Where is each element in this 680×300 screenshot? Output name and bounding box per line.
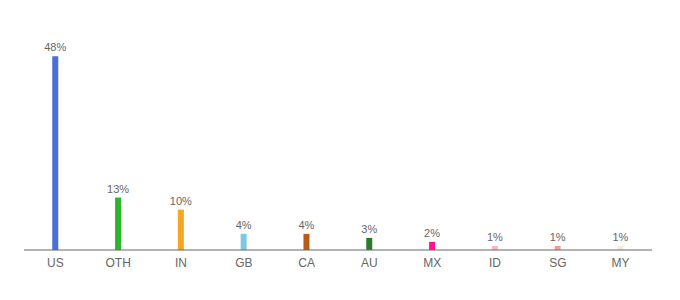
svg-text:4%: 4%	[299, 219, 315, 231]
svg-text:2%: 2%	[424, 227, 440, 239]
svg-text:1%: 1%	[487, 231, 503, 243]
svg-text:10%: 10%	[170, 195, 192, 207]
svg-text:AU: AU	[361, 256, 378, 270]
svg-text:IN: IN	[175, 256, 187, 270]
svg-text:ID: ID	[489, 256, 501, 270]
svg-text:SG: SG	[549, 256, 566, 270]
svg-text:4%: 4%	[236, 219, 252, 231]
svg-text:MX: MX	[423, 256, 441, 270]
svg-text:3%: 3%	[361, 223, 377, 235]
svg-text:1%: 1%	[613, 231, 629, 243]
svg-text:US: US	[47, 256, 64, 270]
svg-text:1%: 1%	[550, 231, 566, 243]
svg-text:13%: 13%	[107, 183, 129, 195]
svg-text:MY: MY	[612, 256, 630, 270]
svg-text:48%: 48%	[44, 41, 66, 53]
svg-text:OTH: OTH	[106, 256, 131, 270]
svg-text:GB: GB	[235, 256, 252, 270]
svg-text:CA: CA	[298, 256, 315, 270]
